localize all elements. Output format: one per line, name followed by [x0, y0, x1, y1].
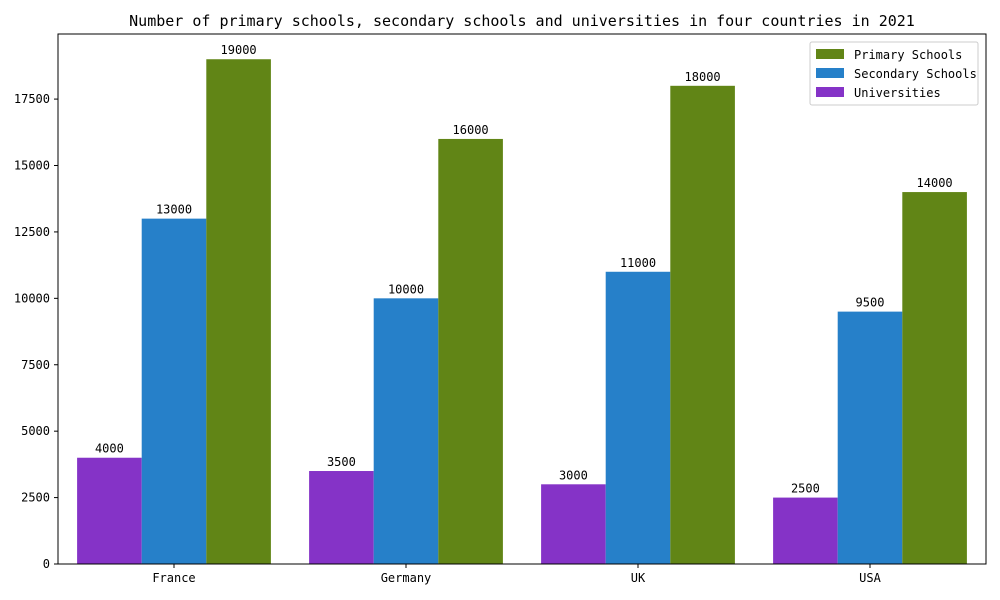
x-tick-label: UK: [631, 571, 646, 585]
data-label: 14000: [917, 176, 953, 190]
y-tick-label: 0: [43, 557, 50, 571]
bar-universities: [309, 471, 374, 564]
legend-label: Primary Schools: [854, 48, 962, 62]
bar-universities: [541, 484, 606, 564]
data-labels: 4000 13000 19000 3500 10000 16000 3000 11000 180…: [95, 43, 953, 495]
x-axis: France Germany UK USA: [152, 564, 882, 585]
bar-secondary-schools: [373, 298, 439, 564]
data-label: 9500: [856, 296, 885, 310]
data-label: 3000: [559, 468, 588, 482]
bar-series-group: [77, 59, 967, 565]
bar-universities: [77, 457, 142, 564]
data-label: 13000: [156, 203, 192, 217]
legend-swatch: [816, 87, 844, 97]
bar-primary-schools: [670, 85, 735, 565]
y-tick-label: 15000: [14, 159, 50, 173]
x-tick-label: Germany: [381, 571, 432, 585]
x-tick-label: France: [152, 571, 195, 585]
y-tick-label: 2500: [21, 491, 50, 505]
data-label: 4000: [95, 442, 124, 456]
bar-secondary-schools: [141, 218, 207, 564]
bar-primary-schools: [438, 138, 503, 564]
legend-swatch: [816, 49, 844, 59]
legend: Primary Schools Secondary Schools Universi…: [809, 41, 979, 106]
plot-frame: [57, 33, 987, 565]
data-label: 19000: [221, 43, 257, 57]
legend-label: Secondary Schools: [854, 67, 977, 81]
bar-universities: [773, 497, 838, 564]
bar-primary-schools: [902, 192, 967, 564]
legend-label: Universities: [854, 86, 941, 100]
data-label: 10000: [388, 282, 424, 296]
bar-secondary-schools: [605, 271, 671, 564]
data-label: 11000: [620, 256, 656, 270]
x-tick-label: USA: [859, 571, 881, 585]
bar-primary-schools: [206, 59, 271, 564]
legend-box: [809, 41, 979, 106]
y-tick-label: 12500: [14, 225, 50, 239]
legend-swatch: [816, 68, 844, 78]
data-label: 16000: [453, 123, 489, 137]
y-tick-label: 5000: [21, 424, 50, 438]
data-label: 18000: [685, 70, 721, 84]
data-label: 2500: [791, 482, 820, 496]
chart-title: Number of primary schools, secondary sch…: [129, 12, 915, 30]
y-axis: 0 2500 5000 7500 10000 12500 15000 17500: [14, 92, 58, 571]
y-tick-label: 17500: [14, 92, 50, 106]
y-tick-label: 10000: [14, 291, 50, 305]
bar-secondary-schools: [837, 311, 903, 564]
y-tick-label: 7500: [21, 358, 50, 372]
data-label: 3500: [327, 455, 356, 469]
